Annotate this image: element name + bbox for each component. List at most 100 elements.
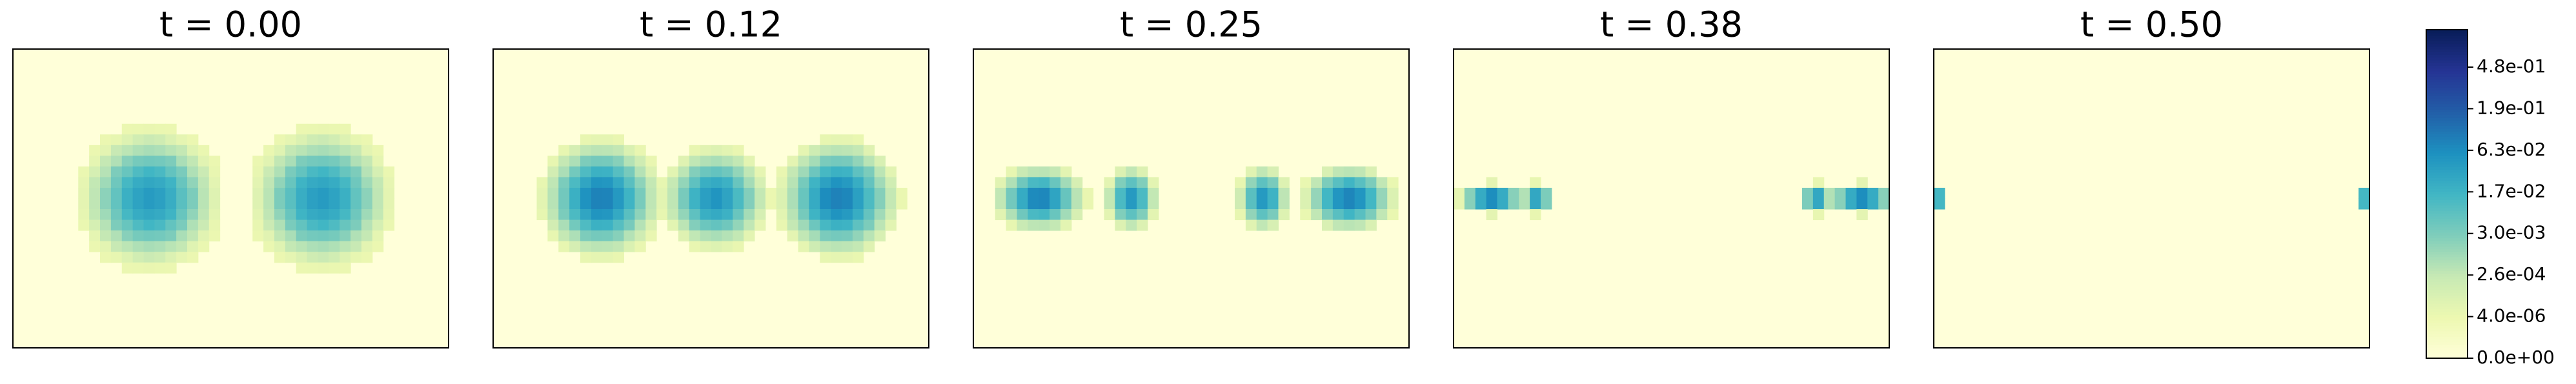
- heat-cell: [863, 209, 875, 221]
- heat-cell: [165, 252, 177, 263]
- heat-cell: [252, 230, 264, 242]
- heat-cell: [613, 198, 624, 210]
- heat-cell: [645, 209, 657, 221]
- heat-cell: [1354, 187, 1366, 199]
- heat-cell: [110, 156, 123, 167]
- heat-cell: [1060, 187, 1072, 199]
- heat-cell: [121, 177, 134, 188]
- heat-cell: [1039, 198, 1050, 210]
- heat-cell: [100, 166, 112, 177]
- heat-cell: [755, 166, 766, 177]
- heat-cell: [263, 230, 275, 242]
- heat-cell: [187, 166, 199, 177]
- heat-cell: [689, 166, 701, 177]
- heat-cell: [842, 241, 853, 252]
- heat-cell: [809, 166, 820, 177]
- heat-cell: [700, 145, 711, 156]
- heat-cell: [187, 241, 199, 252]
- heat-cell: [296, 252, 308, 263]
- colorbar-segment: [2426, 40, 2468, 45]
- heat-cell: [776, 187, 788, 199]
- heat-cell: [208, 187, 221, 199]
- heat-cell: [569, 209, 581, 221]
- panel-frame: [12, 48, 449, 349]
- colorbar-segment: [2426, 119, 2468, 124]
- heat-cell: [852, 145, 864, 156]
- colorbar-tick-label: 1.9e-01: [2477, 97, 2546, 118]
- heat-cell: [1137, 187, 1148, 199]
- heat-cell: [1126, 209, 1137, 221]
- heat-cell: [198, 198, 210, 210]
- heat-cell: [1497, 187, 1508, 199]
- colorbar-segment: [2426, 284, 2468, 288]
- heat-cell: [1115, 198, 1126, 210]
- heat-cell: [1267, 219, 1279, 231]
- heat-cell: [132, 262, 144, 274]
- heat-cell: [580, 230, 592, 242]
- heat-cell: [1834, 198, 1846, 210]
- heat-cell: [1017, 219, 1028, 231]
- heat-cell: [132, 198, 144, 210]
- heat-cell: [863, 230, 875, 242]
- heat-cell: [1454, 198, 1465, 210]
- heat-cell: [689, 177, 701, 188]
- heat-cell: [296, 177, 308, 188]
- heat-cell: [558, 198, 570, 210]
- heat-cell: [78, 198, 90, 210]
- heat-cell: [1235, 177, 1246, 188]
- heat-cell: [307, 134, 318, 146]
- heat-cell: [733, 209, 744, 221]
- heat-cell: [634, 198, 646, 210]
- heat-cell: [1148, 187, 1159, 199]
- colorbar-segment: [2426, 352, 2468, 356]
- heat-cell: [580, 166, 592, 177]
- heat-cell: [842, 219, 853, 231]
- heat-cell: [296, 134, 308, 146]
- heat-cell: [711, 187, 722, 199]
- heat-cell: [831, 219, 842, 231]
- heat-cell: [176, 209, 188, 221]
- heat-cell: [798, 187, 809, 199]
- heat-cell: [1354, 177, 1366, 188]
- heat-cell: [263, 166, 275, 177]
- heat-cell: [176, 187, 188, 199]
- heat-cell: [874, 166, 886, 177]
- heat-cell: [89, 241, 101, 252]
- heat-cell: [1376, 209, 1388, 221]
- heat-cell: [1028, 209, 1039, 221]
- heat-cell: [1812, 209, 1825, 221]
- heat-cell: [350, 145, 362, 156]
- heat-cell: [121, 252, 134, 263]
- heat-cell: [852, 230, 864, 242]
- heat-cell: [165, 209, 177, 221]
- heat-cell: [89, 177, 101, 188]
- heat-cell: [842, 187, 853, 199]
- heat-cell: [711, 241, 722, 252]
- heat-cell: [787, 198, 798, 210]
- heat-cell: [602, 198, 614, 210]
- colorbar-segment: [2426, 76, 2468, 80]
- colorbar-segment: [2426, 98, 2468, 102]
- colorbar-segment: [2426, 300, 2468, 304]
- heat-cell: [372, 145, 384, 156]
- colorbar-segment: [2426, 167, 2468, 170]
- heat-cell: [187, 209, 199, 221]
- heat-cell: [624, 209, 635, 221]
- heat-cell: [591, 156, 603, 167]
- heat-cell: [154, 123, 166, 135]
- heat-cell: [100, 145, 112, 156]
- heat-cell: [700, 230, 711, 242]
- heat-cell: [208, 219, 221, 231]
- heat-cell: [885, 166, 897, 177]
- heat-cell: [340, 123, 351, 135]
- heat-cell: [383, 198, 395, 210]
- heat-cell: [296, 145, 308, 156]
- heat-cell: [121, 219, 134, 231]
- heat-cell: [700, 187, 711, 199]
- heat-cell: [1354, 219, 1366, 231]
- heat-cell: [318, 209, 329, 221]
- panel-frame: [973, 48, 1410, 349]
- heat-cell: [361, 145, 373, 156]
- heat-cell: [121, 145, 134, 156]
- heat-cell: [1365, 219, 1377, 231]
